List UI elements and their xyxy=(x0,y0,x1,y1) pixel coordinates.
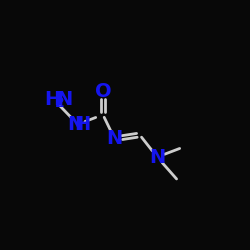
Text: N: N xyxy=(57,90,73,109)
Text: H: H xyxy=(44,90,61,109)
Text: 2: 2 xyxy=(54,96,64,110)
Text: N: N xyxy=(67,115,84,134)
Text: N: N xyxy=(149,148,165,167)
Text: N: N xyxy=(106,129,123,148)
Text: H: H xyxy=(74,115,90,134)
Text: O: O xyxy=(94,82,111,101)
